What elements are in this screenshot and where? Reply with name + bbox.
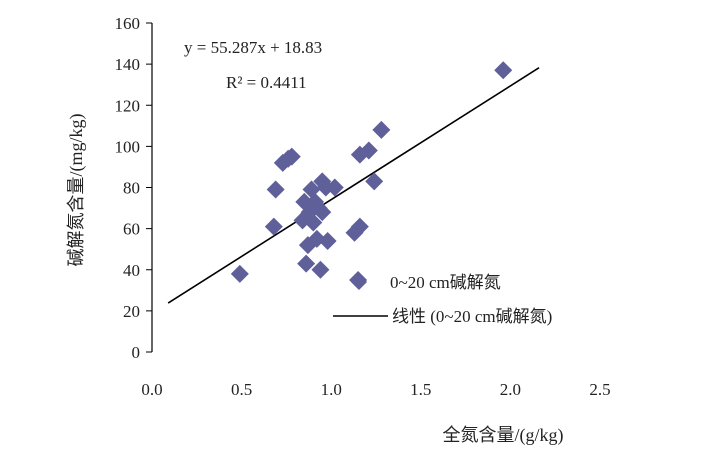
y-tick-label: 120 [115,96,141,115]
trendline-group [167,67,540,304]
legend-diamond-marker [351,274,367,290]
legend-label-trendline: 线性 (0~20 cm碱解氮) [392,307,552,326]
data-point [494,61,513,80]
x-tick-label: 2.5 [589,380,610,399]
trendline [167,67,540,304]
data-point [372,120,391,139]
y-tick-label: 160 [115,14,141,33]
x-tick-label: 1.5 [410,380,431,399]
data-point [282,147,301,166]
y-tick-label: 100 [115,137,141,156]
y-tick-label: 0 [132,343,141,362]
legend-label-scatter: 0~20 cm碱解氮 [390,273,501,292]
y-tick-label: 20 [123,302,140,321]
y-tick-label: 80 [123,179,140,198]
data-point [264,217,283,236]
r-squared-label: R² = 0.4411 [226,73,307,92]
legend: 0~20 cm碱解氮 线性 (0~20 cm碱解氮) [333,273,552,326]
y-tick-label: 140 [115,55,141,74]
x-tick-label: 0.0 [141,380,162,399]
x-tick-label: 0.5 [231,380,252,399]
x-tick-label: 2.0 [500,380,521,399]
data-point [365,172,384,191]
data-point [266,180,285,199]
data-point [230,264,249,283]
data-point [304,213,323,232]
trendline-equation: y = 55.287x + 18.83 [184,38,322,57]
y-tick-label: 40 [123,261,140,280]
data-point [325,178,344,197]
data-points [230,61,513,290]
data-point [297,254,316,273]
y-axis-ticks: 0 20 40 60 80 100 120 140 160 [115,14,152,362]
data-point [350,217,369,236]
x-tick-label: 1.0 [321,380,342,399]
x-axis-ticks: 0.0 0.5 1.0 1.5 2.0 2.5 [141,380,610,399]
data-point [313,203,332,222]
x-axis-label: 全氮含量/(g/kg) [443,425,564,446]
y-tick-label: 60 [123,220,140,239]
data-point [318,231,337,250]
y-axis-label: 碱解氮含量/(mg/kg) [66,114,87,267]
data-point [359,141,378,160]
data-point [311,260,330,279]
